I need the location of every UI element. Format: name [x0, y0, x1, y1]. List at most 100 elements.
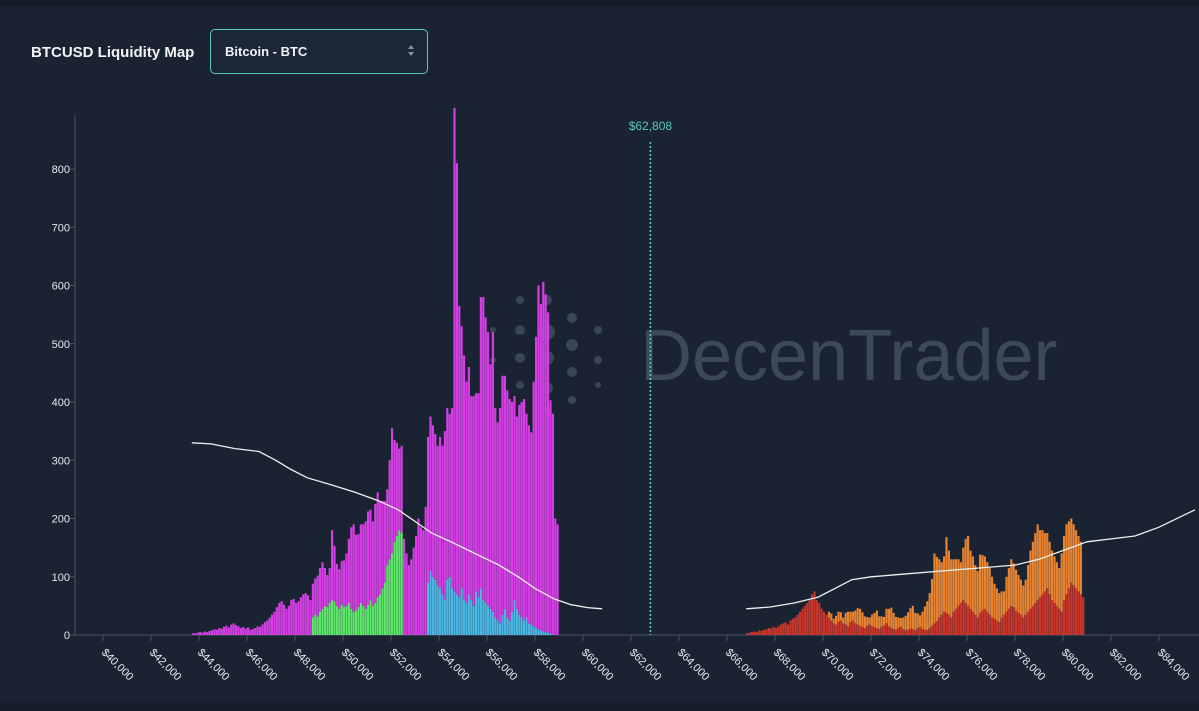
x-tick-label: $40,000	[99, 647, 136, 684]
bar-red	[847, 626, 850, 635]
bar-red	[880, 626, 883, 635]
bar-magenta	[551, 413, 554, 635]
bar-magenta	[316, 575, 319, 617]
bar-red	[976, 617, 979, 635]
asset-select-value: Bitcoin - BTC	[225, 44, 308, 59]
bar-red	[1055, 605, 1058, 635]
bar-red	[1082, 597, 1085, 635]
bar-red	[811, 594, 814, 635]
bar-orange	[995, 588, 998, 621]
bar-green	[357, 607, 360, 635]
bar-red	[1029, 608, 1032, 635]
bar-green	[311, 617, 314, 635]
bar-red	[964, 602, 967, 635]
x-tick-label: $50,000	[339, 647, 376, 684]
bar-red	[1039, 597, 1042, 635]
bar-red	[760, 630, 763, 635]
bar-orange	[856, 608, 859, 625]
bar-green	[393, 541, 396, 635]
bar-magenta	[501, 375, 504, 615]
bar-magenta	[460, 326, 463, 589]
bar-orange	[1072, 524, 1075, 586]
bar-blue	[475, 591, 478, 635]
bar-blue	[429, 570, 432, 635]
bar-magenta	[520, 402, 523, 618]
bar-green	[398, 530, 401, 635]
bar-red	[772, 626, 775, 635]
bar-magenta	[287, 605, 290, 635]
bar-orange	[1012, 563, 1015, 608]
bar-red	[844, 624, 847, 635]
bar-magenta	[499, 407, 502, 624]
bar-magenta	[314, 578, 317, 615]
bar-magenta	[465, 381, 468, 603]
bar-magenta	[527, 425, 530, 624]
cumulative-short-line	[746, 509, 1196, 610]
bar-magenta	[347, 538, 350, 603]
bar-orange	[1003, 591, 1006, 615]
bar-red	[1072, 585, 1075, 635]
y-tick-label: 300	[52, 455, 70, 467]
bar-blue	[547, 632, 550, 635]
bar-magenta	[266, 620, 269, 635]
bar-orange	[859, 608, 862, 627]
bar-orange	[1051, 550, 1054, 601]
bar-magenta	[299, 597, 302, 635]
bar-red	[940, 614, 943, 635]
bar-magenta	[477, 393, 480, 598]
bar-orange	[926, 601, 929, 631]
y-tick-label: 400	[52, 397, 70, 409]
bar-orange	[962, 547, 965, 601]
bar-blue	[465, 602, 468, 635]
y-tick-label: 500	[52, 339, 70, 351]
bar-red	[1075, 588, 1078, 635]
bar-orange	[897, 617, 900, 629]
watermark-dot	[594, 326, 602, 334]
bar-red	[820, 608, 823, 635]
bar-red	[979, 612, 982, 635]
bar-red	[943, 611, 946, 635]
bar-magenta	[537, 285, 540, 630]
bar-orange	[904, 615, 907, 631]
bar-orange	[1007, 568, 1010, 609]
bar-magenta	[290, 600, 293, 635]
bar-magenta	[297, 601, 300, 635]
x-tick-label: $68,000	[771, 647, 808, 684]
bar-red	[914, 630, 917, 635]
bar-blue	[484, 602, 487, 635]
bar-magenta	[323, 568, 326, 606]
bar-red	[931, 625, 934, 635]
bar-magenta	[415, 535, 418, 635]
bar-red	[981, 610, 984, 635]
bar-orange	[1048, 541, 1051, 595]
bar-magenta	[443, 431, 446, 601]
bar-magenta	[335, 563, 338, 606]
bar-magenta	[254, 628, 257, 635]
bar-orange	[940, 562, 943, 615]
bar-green	[379, 594, 382, 635]
bar-magenta	[362, 524, 365, 606]
bar-orange	[892, 612, 895, 630]
x-tick-label: $46,000	[243, 647, 280, 684]
bar-blue	[515, 608, 518, 635]
bar-blue	[453, 591, 456, 635]
bar-orange	[959, 562, 962, 603]
asset-select[interactable]: Bitcoin - BTC	[210, 29, 428, 74]
bar-orange	[955, 559, 958, 609]
bar-blue	[441, 594, 444, 635]
bar-magenta	[304, 593, 307, 635]
bar-green	[319, 611, 322, 635]
bar-orange	[847, 611, 850, 627]
bar-orange	[1000, 591, 1003, 618]
bar-orange	[974, 565, 977, 615]
bar-magenta	[280, 601, 283, 635]
bar-green	[352, 611, 355, 635]
bar-green	[359, 602, 362, 635]
bar-orange	[1077, 535, 1080, 592]
bar-orange	[878, 616, 881, 630]
bar-red	[782, 623, 785, 635]
bar-orange	[851, 611, 854, 621]
bar-magenta	[321, 562, 324, 609]
bar-magenta	[503, 375, 506, 609]
bar-green	[395, 535, 398, 635]
